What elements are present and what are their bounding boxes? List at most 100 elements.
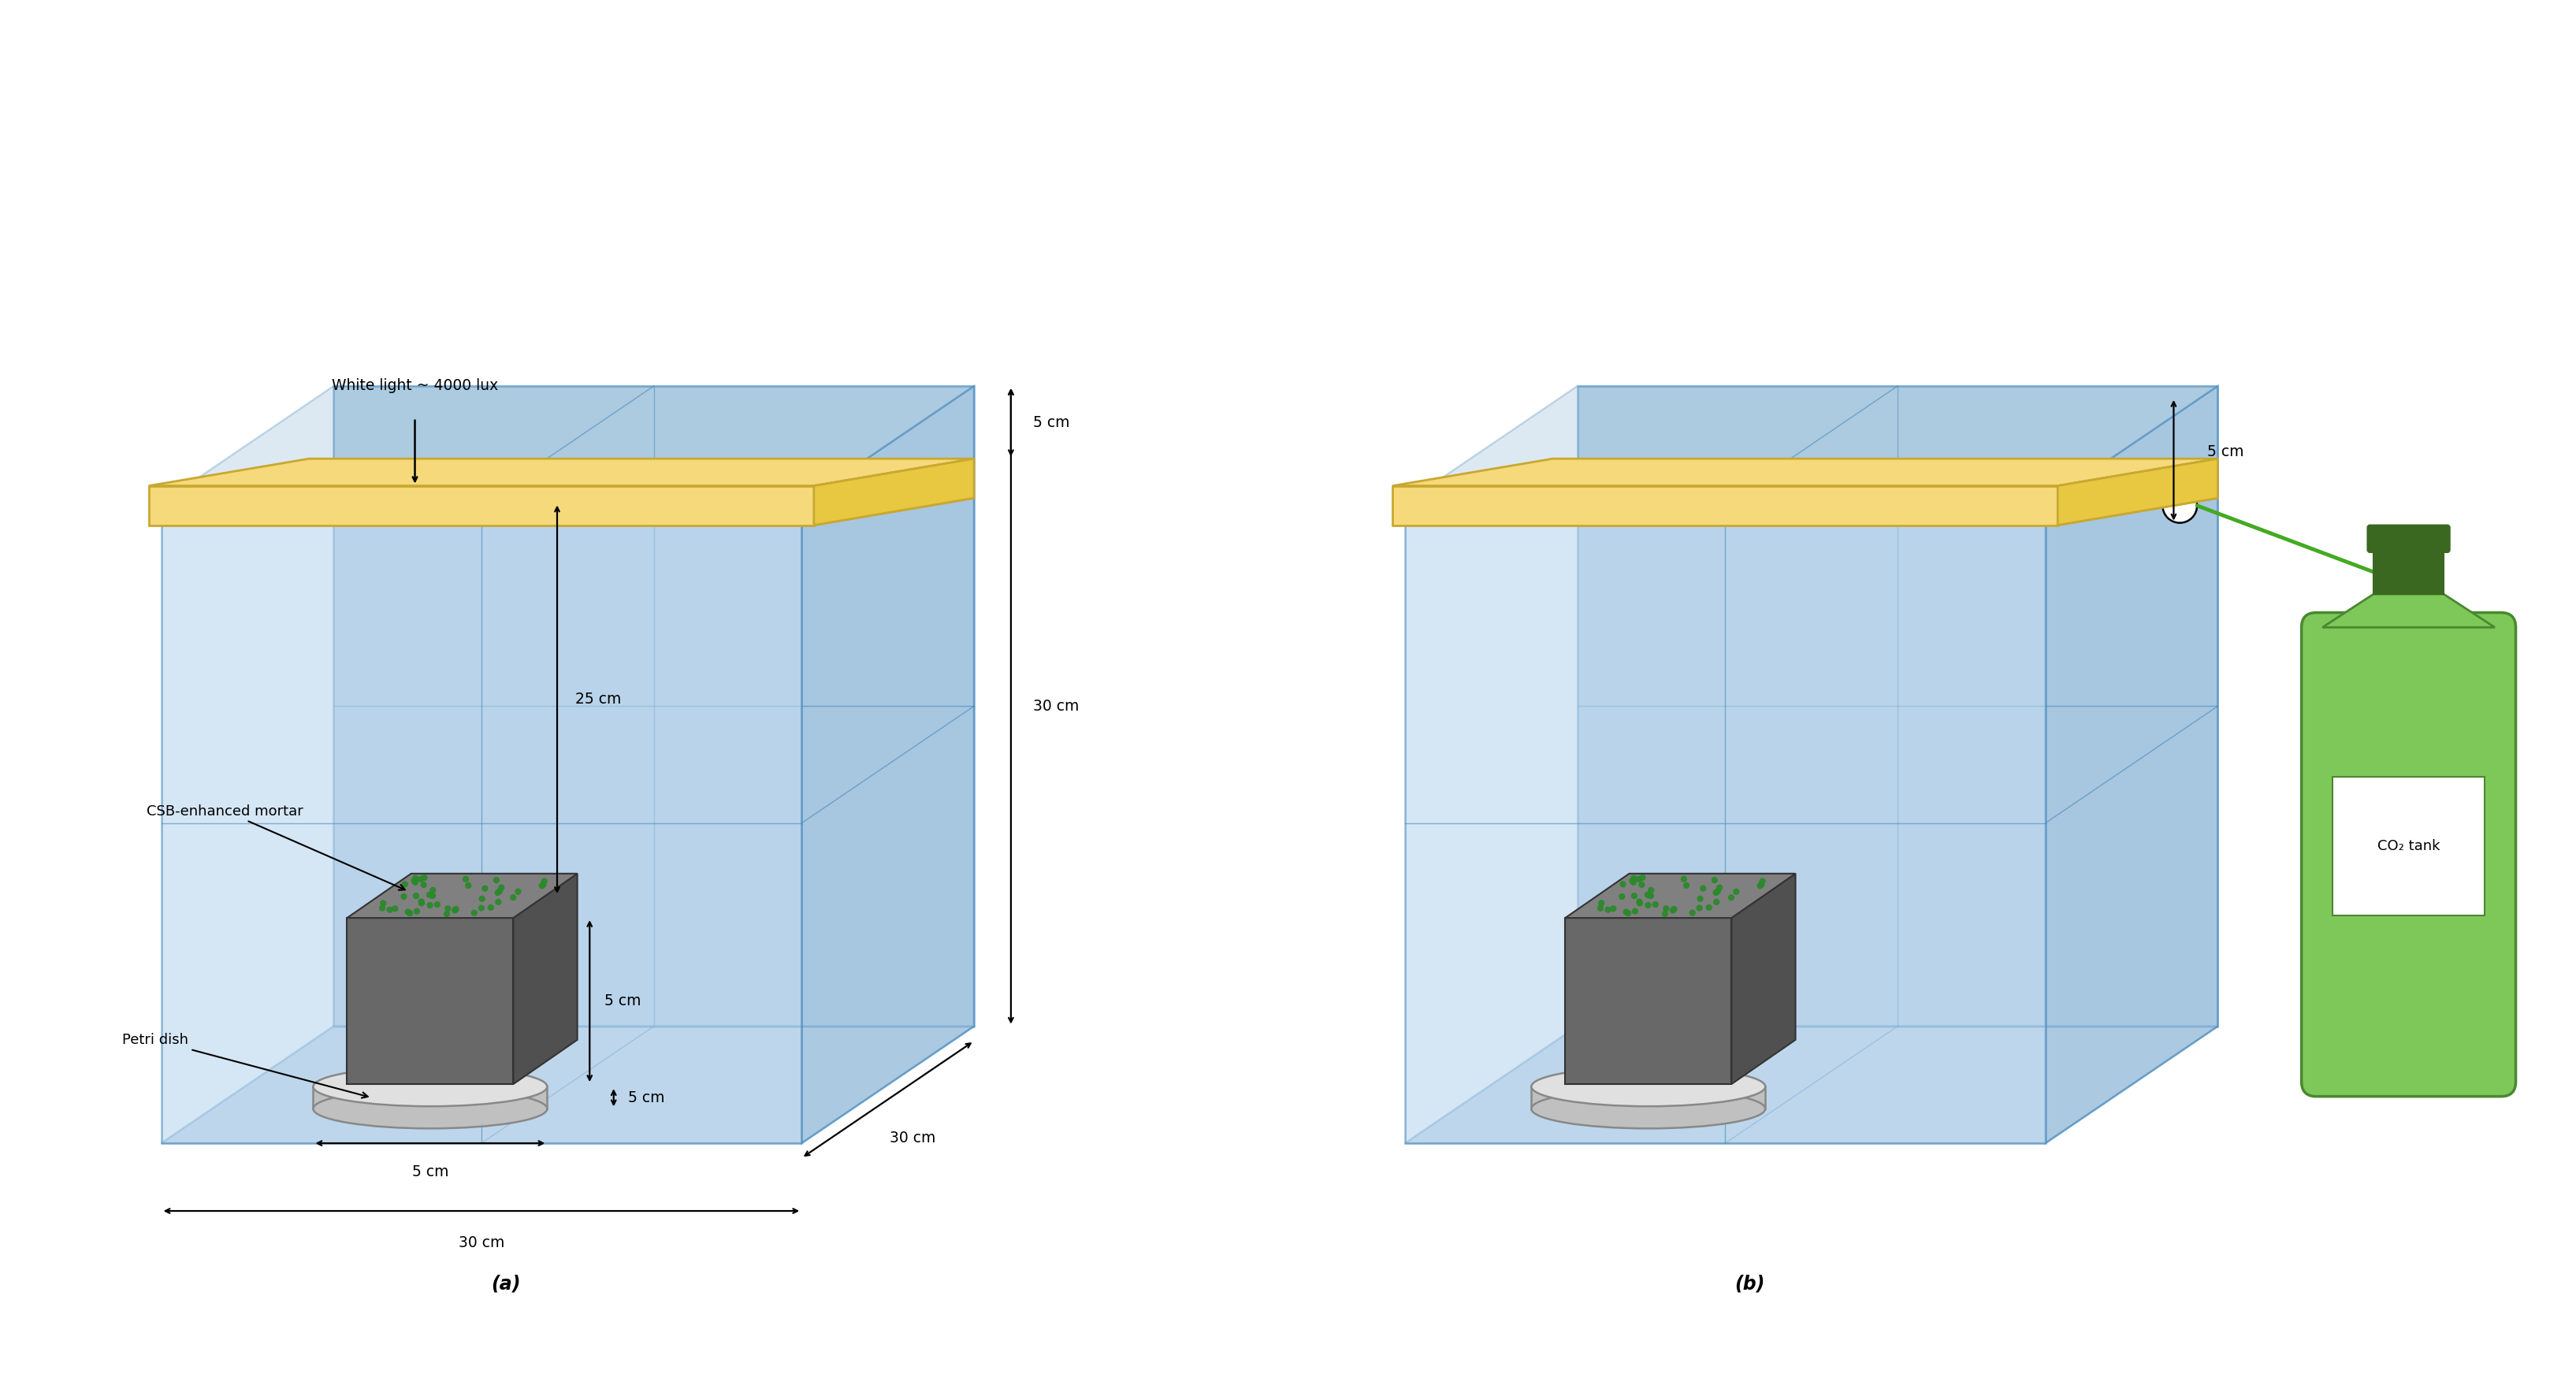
Circle shape bbox=[1716, 885, 1723, 890]
Circle shape bbox=[1600, 900, 1605, 906]
Ellipse shape bbox=[1530, 1067, 1765, 1106]
Circle shape bbox=[404, 909, 410, 914]
Circle shape bbox=[1682, 876, 1687, 882]
Circle shape bbox=[510, 895, 515, 900]
Polygon shape bbox=[149, 486, 814, 525]
Circle shape bbox=[430, 893, 435, 899]
Circle shape bbox=[428, 903, 433, 909]
Circle shape bbox=[1759, 878, 1765, 883]
Polygon shape bbox=[1530, 1086, 1765, 1109]
Circle shape bbox=[1705, 904, 1710, 910]
Polygon shape bbox=[2324, 594, 2494, 627]
Circle shape bbox=[2164, 489, 2197, 522]
Circle shape bbox=[420, 882, 428, 888]
Ellipse shape bbox=[314, 1089, 546, 1128]
Polygon shape bbox=[348, 918, 513, 1084]
Circle shape bbox=[386, 907, 392, 913]
Circle shape bbox=[1646, 892, 1651, 897]
Text: (a): (a) bbox=[492, 1274, 520, 1294]
Circle shape bbox=[1728, 895, 1734, 900]
Text: 25 cm: 25 cm bbox=[574, 692, 621, 707]
Circle shape bbox=[1649, 888, 1654, 893]
Circle shape bbox=[466, 883, 471, 888]
Circle shape bbox=[1631, 878, 1636, 883]
Circle shape bbox=[1597, 906, 1602, 911]
Circle shape bbox=[1631, 875, 1636, 881]
Circle shape bbox=[541, 882, 546, 888]
Circle shape bbox=[538, 883, 544, 889]
Circle shape bbox=[500, 885, 505, 890]
Circle shape bbox=[1620, 882, 1625, 888]
Circle shape bbox=[422, 875, 428, 881]
Circle shape bbox=[412, 875, 417, 881]
Polygon shape bbox=[348, 874, 577, 918]
Circle shape bbox=[495, 899, 500, 904]
Circle shape bbox=[1636, 899, 1641, 904]
Circle shape bbox=[1654, 902, 1659, 907]
Polygon shape bbox=[513, 874, 577, 1084]
Polygon shape bbox=[1566, 874, 1795, 918]
Polygon shape bbox=[2045, 386, 2218, 1144]
Circle shape bbox=[1623, 909, 1628, 914]
Circle shape bbox=[1672, 906, 1677, 911]
Polygon shape bbox=[1394, 459, 2218, 486]
Circle shape bbox=[1631, 893, 1636, 899]
Circle shape bbox=[412, 879, 417, 885]
Circle shape bbox=[541, 878, 546, 883]
Circle shape bbox=[407, 910, 412, 916]
Circle shape bbox=[1662, 911, 1667, 917]
Circle shape bbox=[415, 909, 420, 914]
Circle shape bbox=[428, 892, 433, 897]
Circle shape bbox=[1636, 876, 1641, 882]
Polygon shape bbox=[149, 459, 974, 486]
Circle shape bbox=[1685, 883, 1690, 888]
Circle shape bbox=[1605, 907, 1610, 913]
Circle shape bbox=[1690, 910, 1695, 916]
Text: (b): (b) bbox=[1734, 1274, 1765, 1294]
Text: Petri dish: Petri dish bbox=[121, 1033, 368, 1098]
Circle shape bbox=[417, 876, 422, 882]
Text: 5 cm: 5 cm bbox=[2208, 444, 2244, 459]
Polygon shape bbox=[2058, 459, 2218, 525]
Circle shape bbox=[453, 907, 459, 913]
Polygon shape bbox=[1404, 1026, 2218, 1144]
Text: White light ~ 4000 lux: White light ~ 4000 lux bbox=[332, 378, 497, 393]
Circle shape bbox=[1638, 882, 1643, 888]
Circle shape bbox=[381, 900, 386, 906]
Polygon shape bbox=[1731, 874, 1795, 1084]
Circle shape bbox=[1669, 907, 1677, 913]
Circle shape bbox=[1700, 886, 1705, 892]
Circle shape bbox=[495, 890, 500, 896]
Text: 5 cm: 5 cm bbox=[629, 1091, 665, 1105]
Circle shape bbox=[1716, 889, 1721, 893]
Text: CSB-enhanced mortar: CSB-enhanced mortar bbox=[147, 804, 404, 890]
Circle shape bbox=[446, 906, 451, 911]
Circle shape bbox=[1646, 903, 1651, 909]
Circle shape bbox=[1610, 906, 1615, 911]
Circle shape bbox=[1757, 883, 1762, 889]
Circle shape bbox=[1713, 878, 1718, 883]
Circle shape bbox=[1633, 909, 1638, 914]
Circle shape bbox=[471, 910, 477, 916]
Ellipse shape bbox=[314, 1067, 546, 1106]
Circle shape bbox=[1713, 899, 1718, 904]
Polygon shape bbox=[801, 386, 974, 1144]
Circle shape bbox=[453, 906, 459, 911]
Polygon shape bbox=[1394, 498, 2218, 525]
Circle shape bbox=[417, 899, 425, 904]
Circle shape bbox=[402, 882, 407, 888]
Polygon shape bbox=[162, 503, 801, 1144]
Polygon shape bbox=[162, 386, 974, 503]
Circle shape bbox=[515, 889, 520, 895]
Circle shape bbox=[487, 904, 495, 910]
Circle shape bbox=[1713, 890, 1718, 896]
Circle shape bbox=[379, 906, 384, 911]
Text: 5 cm: 5 cm bbox=[412, 1165, 448, 1179]
Circle shape bbox=[495, 878, 500, 883]
Text: 30 cm: 30 cm bbox=[459, 1236, 505, 1250]
Circle shape bbox=[402, 895, 407, 899]
Polygon shape bbox=[335, 386, 974, 1026]
Circle shape bbox=[420, 900, 425, 906]
Circle shape bbox=[1641, 875, 1646, 881]
Polygon shape bbox=[1566, 918, 1731, 1084]
